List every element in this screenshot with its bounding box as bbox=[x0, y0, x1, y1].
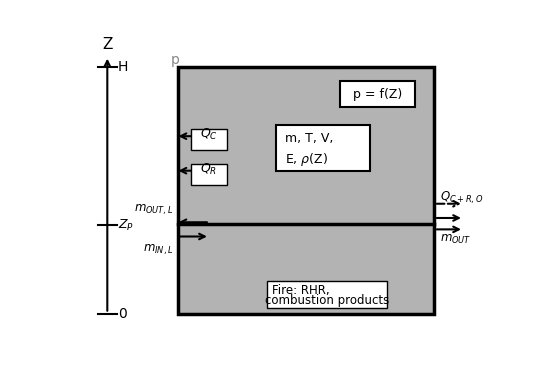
Text: $m_{OUT,L}$: $m_{OUT,L}$ bbox=[134, 202, 174, 217]
Bar bbox=[340, 81, 415, 107]
Bar bbox=[191, 129, 227, 151]
Bar bbox=[191, 164, 227, 185]
Text: Fire: RHR,: Fire: RHR, bbox=[272, 284, 329, 297]
Text: H: H bbox=[118, 60, 128, 74]
Text: m, T, V,: m, T, V, bbox=[284, 132, 333, 145]
Text: $m_{OUT}$: $m_{OUT}$ bbox=[440, 233, 472, 246]
Text: $Q_{C+R,O}$: $Q_{C+R,O}$ bbox=[440, 190, 484, 206]
Text: Z: Z bbox=[102, 37, 112, 51]
Text: $Z_P$: $Z_P$ bbox=[118, 218, 134, 233]
Text: combustion products: combustion products bbox=[265, 294, 390, 307]
Text: p = f(Z): p = f(Z) bbox=[353, 88, 402, 101]
Text: $m_{IN,L}$: $m_{IN,L}$ bbox=[143, 242, 174, 256]
Text: $Q_C$: $Q_C$ bbox=[200, 127, 218, 142]
Bar bbox=[267, 281, 387, 308]
Text: p: p bbox=[171, 53, 180, 67]
Text: 0: 0 bbox=[118, 307, 127, 321]
Bar bbox=[276, 125, 370, 171]
Bar bbox=[178, 67, 434, 314]
Text: E, $\rho$(Z): E, $\rho$(Z) bbox=[284, 151, 327, 168]
Text: $Q_R$: $Q_R$ bbox=[200, 162, 217, 177]
